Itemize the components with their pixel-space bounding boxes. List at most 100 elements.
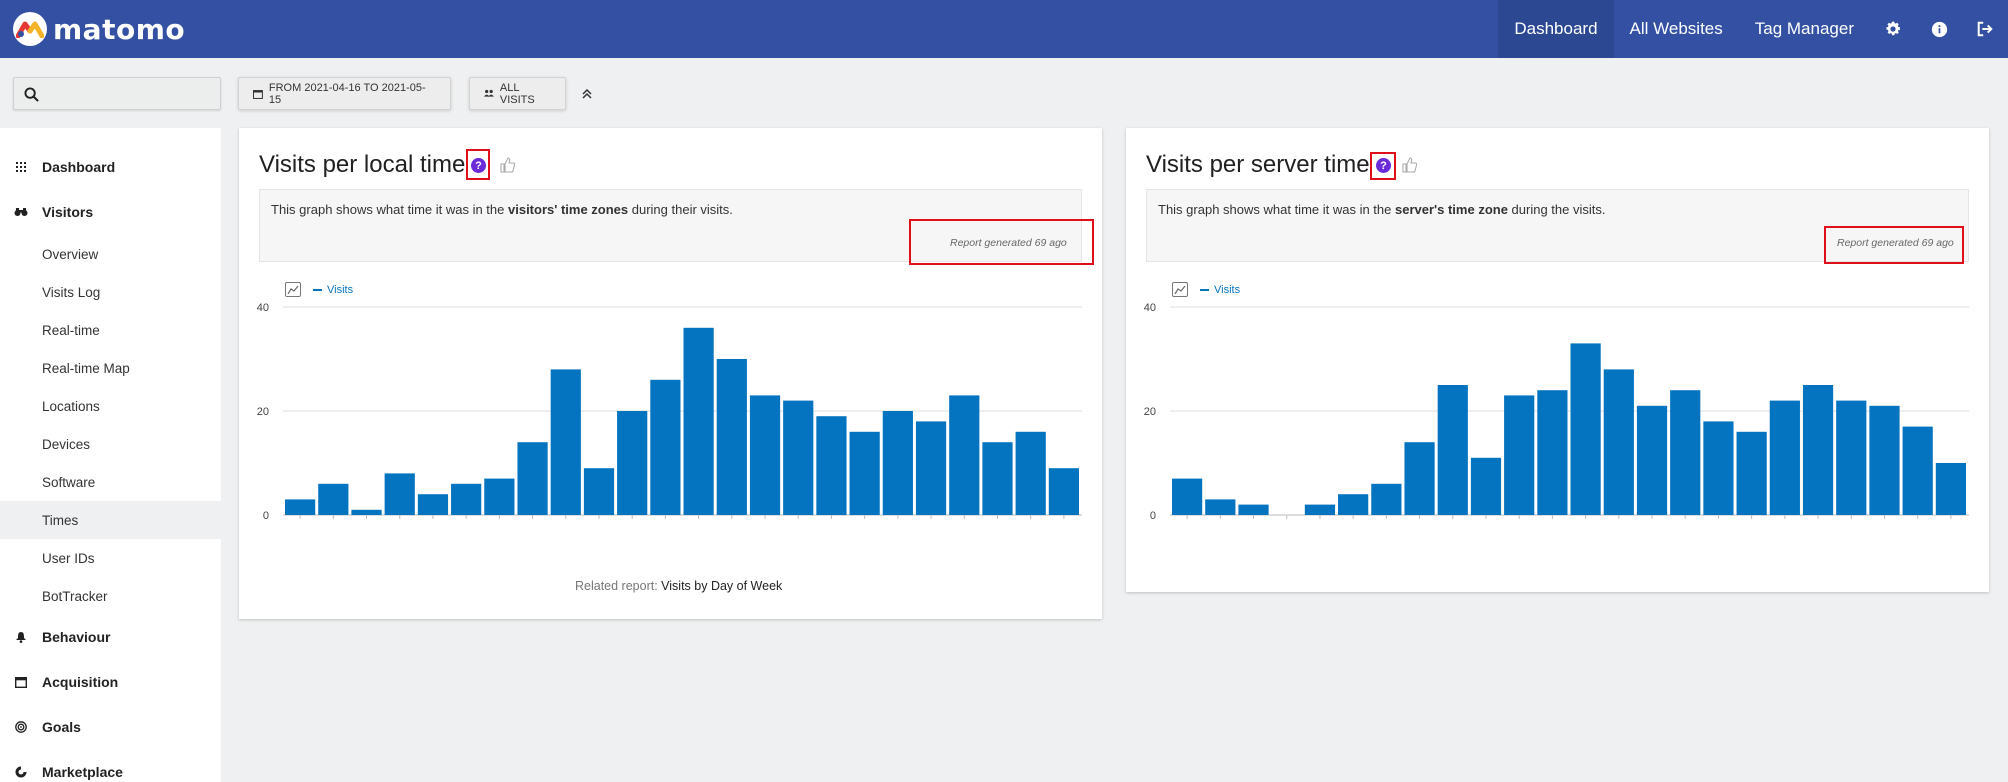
- report-generated-text: Report generated 69 ago: [950, 237, 1067, 249]
- sidebar-category-label: Goals: [42, 719, 81, 735]
- bar[interactable]: [783, 400, 814, 515]
- sidebar-category-marketplace[interactable]: Marketplace: [0, 750, 221, 782]
- gear-icon[interactable]: [1870, 0, 1916, 58]
- sidebar-item-user-ids[interactable]: User IDs: [42, 550, 95, 566]
- legend-swatch: [313, 288, 322, 291]
- chart-type-icon[interactable]: [285, 282, 301, 297]
- bar[interactable]: [1304, 504, 1336, 515]
- bar[interactable]: [1470, 457, 1502, 515]
- binoculars-icon: [0, 207, 42, 217]
- bar[interactable]: [1404, 442, 1435, 515]
- bar[interactable]: [1048, 468, 1079, 515]
- bar[interactable]: [1238, 504, 1269, 515]
- collapse-chevron-icon[interactable]: [582, 86, 592, 104]
- bar[interactable]: [716, 359, 747, 515]
- bar[interactable]: [982, 442, 1013, 515]
- nav-dashboard[interactable]: Dashboard: [1498, 0, 1614, 58]
- bar[interactable]: [318, 483, 349, 515]
- sidebar-item-overview[interactable]: Overview: [42, 246, 99, 262]
- sidebar-item-bottracker[interactable]: BotTracker: [42, 588, 108, 604]
- bar[interactable]: [816, 416, 847, 515]
- sidebar-item-visits-log[interactable]: Visits Log: [42, 284, 101, 300]
- bar[interactable]: [484, 478, 515, 515]
- bar[interactable]: [384, 473, 415, 515]
- matomo-logo[interactable]: matomo: [13, 12, 185, 46]
- bar[interactable]: [1338, 494, 1369, 515]
- bar[interactable]: [1636, 405, 1668, 515]
- bar[interactable]: [1836, 400, 1867, 515]
- sidebar-item-real-time-map[interactable]: Real-time Map: [42, 360, 130, 376]
- y-tick-label: 0: [1150, 510, 1156, 522]
- bar[interactable]: [1736, 431, 1767, 515]
- bar[interactable]: [451, 483, 482, 515]
- bar[interactable]: [1935, 463, 1966, 515]
- thumbs-up-icon[interactable]: [1402, 157, 1417, 173]
- nav-all-websites[interactable]: All Websites: [1629, 19, 1723, 38]
- help-icon[interactable]: ?: [471, 158, 486, 173]
- bar[interactable]: [1769, 400, 1800, 515]
- bar[interactable]: [1371, 483, 1402, 515]
- thumbs-up-icon[interactable]: [500, 157, 515, 173]
- target-icon: [0, 721, 42, 733]
- bar[interactable]: [351, 509, 382, 515]
- chart-type-icon[interactable]: [1172, 282, 1188, 297]
- bar[interactable]: [1902, 426, 1933, 515]
- sidebar-item-times[interactable]: Times: [0, 501, 221, 539]
- chart-legend[interactable]: Visits: [1200, 284, 1240, 296]
- bar[interactable]: [915, 421, 947, 515]
- bar[interactable]: [1869, 405, 1900, 515]
- bar[interactable]: [1603, 369, 1634, 515]
- sidebar-category-visitors[interactable]: Visitors: [0, 190, 221, 234]
- bar[interactable]: [949, 395, 980, 515]
- bar[interactable]: [417, 494, 449, 515]
- bar[interactable]: [1205, 499, 1236, 515]
- sidebar-item-locations[interactable]: Locations: [42, 398, 100, 414]
- bar[interactable]: [749, 395, 781, 515]
- bar[interactable]: [1172, 478, 1203, 515]
- bar[interactable]: [1670, 390, 1701, 515]
- grid-icon: [0, 162, 42, 172]
- bar[interactable]: [1537, 390, 1568, 515]
- sidebar-item-devices[interactable]: Devices: [42, 436, 91, 452]
- bar[interactable]: [517, 442, 548, 515]
- x-tick-label: 02: [360, 522, 372, 523]
- chart-legend[interactable]: Visits: [313, 284, 353, 296]
- bar[interactable]: [849, 431, 880, 515]
- bar[interactable]: [1015, 431, 1046, 515]
- bar[interactable]: [1570, 343, 1601, 515]
- legend-label: Visits: [1214, 283, 1241, 296]
- x-tick-label: 16: [1712, 522, 1724, 523]
- bar[interactable]: [617, 411, 648, 515]
- x-tick-label: 18: [1779, 522, 1791, 523]
- x-tick-label: 10: [626, 522, 638, 523]
- info-icon[interactable]: [1916, 0, 1962, 58]
- period-label: FROM 2021-04-16 TO 2021-05-15: [268, 81, 426, 106]
- window-icon: [0, 676, 42, 688]
- card-title: Visits per local time: [259, 151, 466, 178]
- bar[interactable]: [550, 369, 581, 515]
- sidebar-category-acquisition[interactable]: Acquisition: [0, 660, 221, 704]
- nav-tag-manager[interactable]: Tag Manager: [1754, 19, 1854, 38]
- logout-icon[interactable]: [1962, 0, 2008, 58]
- bar[interactable]: [882, 411, 913, 515]
- x-tick-label: 14: [1646, 522, 1658, 523]
- bar[interactable]: [285, 499, 316, 515]
- sidebar-category-dashboard[interactable]: Dashboard: [0, 145, 221, 189]
- bar[interactable]: [1504, 395, 1535, 515]
- sidebar-category-goals[interactable]: Goals: [0, 705, 221, 749]
- bar[interactable]: [1703, 421, 1734, 515]
- search-input[interactable]: [13, 77, 221, 110]
- period-selector-button[interactable]: FROM 2021-04-16 TO 2021-05-15: [238, 77, 451, 110]
- help-icon[interactable]: ?: [1376, 158, 1391, 173]
- x-tick-label: 16: [825, 522, 837, 523]
- bar[interactable]: [1802, 385, 1834, 515]
- bar[interactable]: [650, 379, 681, 515]
- sidebar-item-real-time[interactable]: Real-time: [42, 322, 100, 338]
- bar[interactable]: [583, 468, 615, 515]
- bar[interactable]: [683, 327, 714, 515]
- bar[interactable]: [1437, 385, 1468, 515]
- sidebar-item-software[interactable]: Software: [42, 474, 96, 490]
- sidebar-category-behaviour[interactable]: Behaviour: [0, 615, 221, 659]
- related-report-link[interactable]: Visits by Day of Week: [661, 579, 783, 593]
- segment-selector-button[interactable]: ALL VISITS: [469, 77, 566, 110]
